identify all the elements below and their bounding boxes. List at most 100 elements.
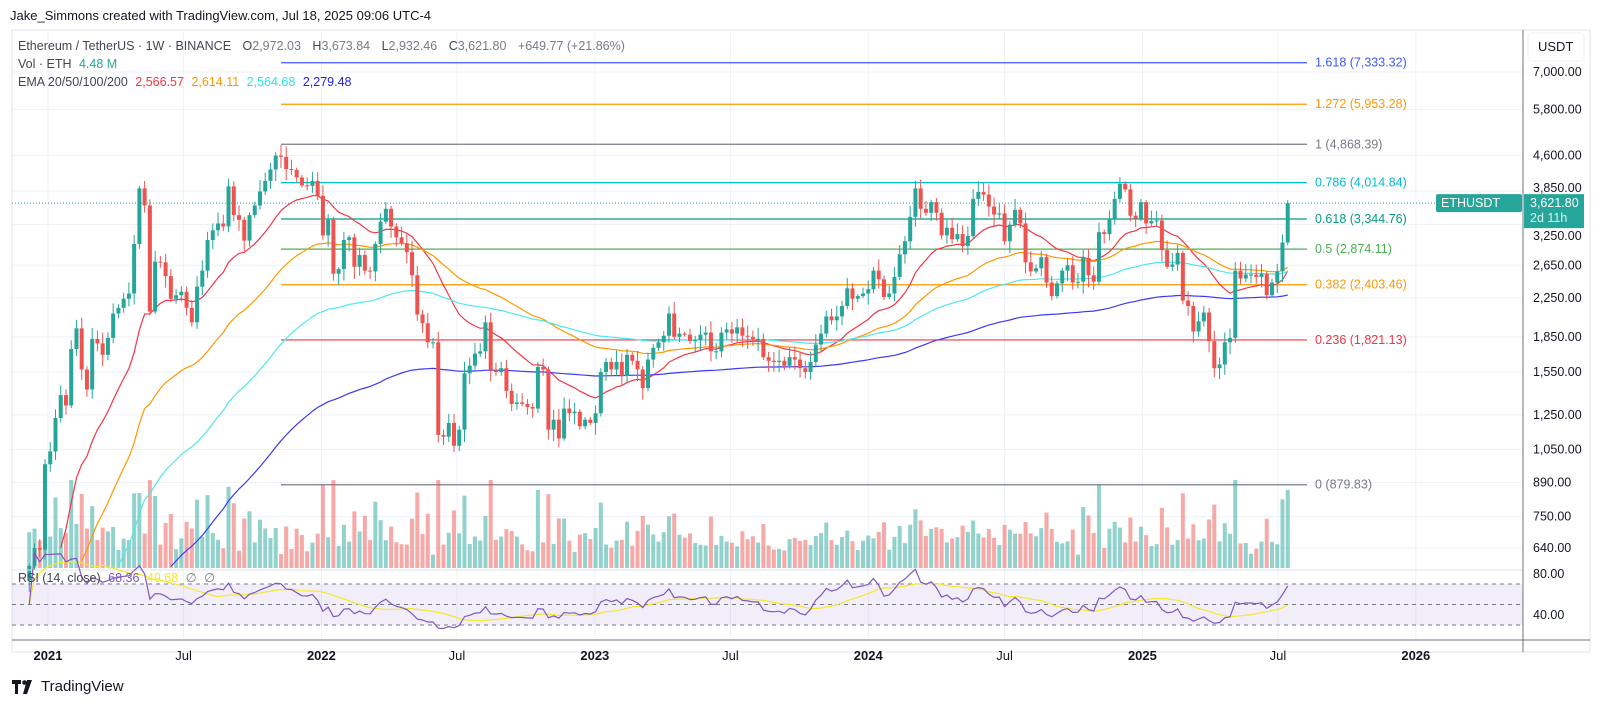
ema-legend[interactable]: EMA 20/50/100/200 2,566.57 2,614.11 2,56… <box>18 75 356 89</box>
volume-bar <box>955 537 960 568</box>
candle-body <box>761 338 766 358</box>
volume-bar <box>1112 521 1117 568</box>
rsi-pane[interactable] <box>12 551 1523 630</box>
candle-body <box>824 316 829 334</box>
candle-body <box>394 226 399 238</box>
candle-body <box>415 275 420 315</box>
candle-body <box>687 334 692 342</box>
candle-body <box>708 332 713 352</box>
volume-bar <box>577 534 582 568</box>
volume-bar <box>195 499 200 568</box>
volume-bar <box>158 544 163 568</box>
volume-bar <box>1222 523 1227 568</box>
candle-body <box>425 323 430 343</box>
volume-bar <box>504 529 509 568</box>
volume-bar <box>887 549 892 568</box>
volume-bar <box>1154 544 1159 568</box>
candle-body <box>745 335 750 337</box>
candle-body <box>929 202 934 213</box>
volume-bar <box>1117 527 1122 568</box>
volume-bar <box>263 528 268 568</box>
candle-body <box>58 395 63 419</box>
time-axis-label: 2022 <box>307 648 336 663</box>
volume-bar <box>247 511 252 568</box>
candle-body <box>111 313 116 338</box>
change-value: +649.77 (+21.86%) <box>517 39 625 53</box>
candle-body <box>462 373 467 430</box>
volume-bar <box>735 546 740 568</box>
volume-legend[interactable]: Vol · ETH 4.48 M <box>18 57 121 71</box>
candle-body <box>661 335 666 343</box>
ema-label: EMA 20/50/100/200 <box>18 75 128 89</box>
tradingview-logo[interactable]: TradingView <box>12 678 124 695</box>
volume-bar <box>588 539 593 568</box>
rsi-axis-label: 40.00 <box>1533 608 1564 622</box>
candle-body <box>625 354 630 376</box>
price-axis-label: 1,550.00 <box>1533 365 1582 379</box>
volume-bar <box>294 528 299 568</box>
candle-body <box>200 270 205 287</box>
candle-body <box>955 234 960 240</box>
candle-body <box>195 286 200 323</box>
candle-body <box>27 565 32 581</box>
candle-body <box>992 206 997 215</box>
volume-bar <box>777 549 782 568</box>
candle-body <box>866 289 871 294</box>
volume-bar <box>1128 517 1133 568</box>
volume-bar <box>341 524 346 568</box>
candle-body <box>813 344 818 363</box>
candle-body <box>698 334 703 341</box>
candle-body <box>567 408 572 414</box>
close-label: C <box>448 39 458 53</box>
fib-level-label: 1.272 (5,953.28) <box>1315 97 1407 111</box>
volume-bar <box>535 489 540 568</box>
volume-bar <box>1028 533 1033 568</box>
candle-body <box>798 359 803 369</box>
volume-bar <box>1049 529 1054 568</box>
volume-bar <box>1280 499 1285 568</box>
candle-body <box>289 168 294 170</box>
candle-body <box>1201 312 1206 322</box>
volume-bar <box>1091 532 1096 568</box>
axes[interactable]: ETHUSDT USDT 7,000.00 5,800.00 4,600.00 3,850… <box>12 30 1590 663</box>
volume-bar <box>997 544 1002 568</box>
time-axis-label: 2024 <box>854 648 884 663</box>
volume-bar <box>514 536 519 568</box>
volume-bar <box>593 528 598 568</box>
volume-bar <box>1191 524 1196 568</box>
volume-bar <box>472 536 477 568</box>
candle-body <box>1254 274 1259 277</box>
candle-body <box>368 270 373 272</box>
volume-bar <box>666 516 671 568</box>
volume-bar <box>530 551 535 568</box>
volume-bar <box>462 495 467 568</box>
candle-body <box>887 293 892 297</box>
candle-body <box>646 359 651 389</box>
volume-bar <box>278 554 283 568</box>
volume-bar <box>509 530 514 568</box>
symbol-legend[interactable]: Ethereum / TetherUS · 1W · BINANCE O2,97… <box>18 39 629 53</box>
candle-body <box>1133 215 1138 219</box>
candle-body <box>1039 257 1044 269</box>
candle-body <box>436 342 441 435</box>
volume-bar <box>918 520 923 568</box>
volume-bar <box>756 542 761 568</box>
volume-bar <box>415 492 420 568</box>
volume-bar <box>216 539 221 568</box>
candle-body <box>247 215 252 241</box>
volume-bar <box>1002 524 1007 568</box>
candle-body <box>1212 341 1217 369</box>
volume-bar <box>1196 540 1201 568</box>
candle-body <box>457 429 462 446</box>
candle-body <box>305 185 310 187</box>
volume-bar <box>1039 528 1044 568</box>
rsi-legend[interactable]: RSI (14, close) 68.36 49.68 ∅ ∅ <box>18 570 219 585</box>
candle-body <box>577 411 582 427</box>
candle-body <box>126 293 131 299</box>
close-value: 3,621.80 <box>457 39 507 53</box>
candle-body <box>693 340 698 342</box>
candle-body <box>509 390 514 404</box>
volume-bar <box>205 495 210 568</box>
candle-body <box>1207 312 1212 342</box>
